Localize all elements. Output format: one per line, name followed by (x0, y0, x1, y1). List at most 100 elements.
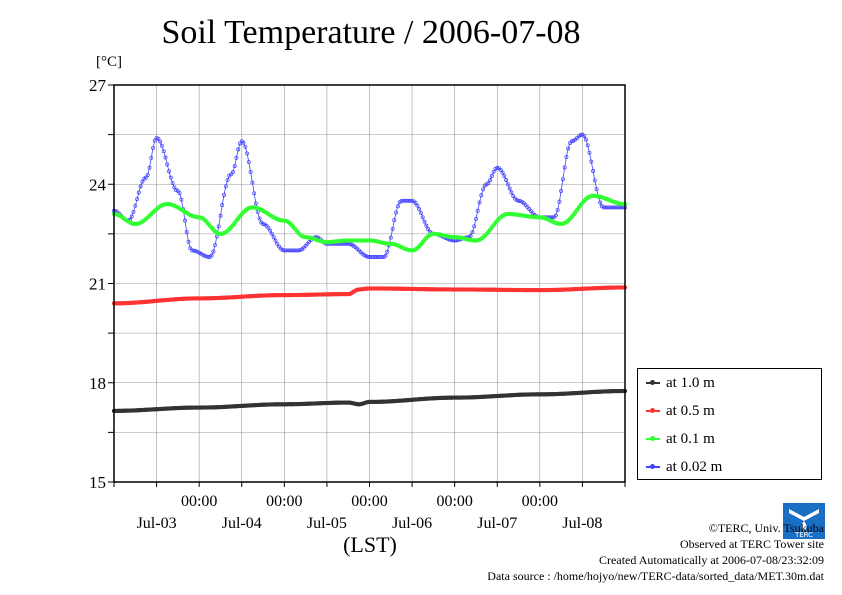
data-point (406, 198, 411, 203)
data-point (589, 159, 594, 164)
data-point (614, 205, 619, 210)
legend-label: at 0.02 m (666, 458, 723, 475)
data-point (275, 241, 280, 246)
legend-swatch (646, 434, 660, 444)
data-point (133, 203, 138, 208)
y-tick-label: 21 (89, 275, 106, 294)
grid (113, 84, 626, 483)
data-point (232, 164, 237, 169)
data-point (129, 214, 134, 219)
data-point (505, 182, 510, 187)
legend-swatch (646, 378, 660, 388)
data-point (273, 238, 278, 243)
data-point (183, 218, 187, 223)
data-point (555, 208, 560, 213)
data-point (234, 155, 239, 160)
chart-title: Soil Temperature / 2006-07-08 (161, 14, 581, 51)
data-point (138, 184, 143, 189)
legend-label: at 0.5 m (666, 402, 715, 419)
data-point (399, 198, 404, 203)
data-point (140, 179, 145, 184)
data-point (385, 249, 390, 254)
y-axis-unit: [°C] (96, 54, 122, 70)
data-point (502, 174, 507, 178)
x-day-label: Jul-03 (137, 515, 177, 532)
data-point (165, 162, 170, 167)
data-point (151, 145, 155, 150)
data-point (271, 235, 276, 240)
data-point (291, 248, 296, 253)
data-point (516, 198, 521, 203)
x-day-label: Jul-05 (307, 515, 347, 532)
data-point (472, 224, 477, 229)
data-point (135, 197, 140, 202)
created-note: Created Automatically at 2006-07-08/23:3… (599, 553, 824, 567)
data-point (372, 255, 377, 259)
data-point (186, 239, 191, 244)
data-point (261, 221, 265, 226)
data-point (250, 180, 255, 185)
data-point (511, 193, 516, 198)
data-point (587, 150, 592, 155)
data-point (371, 255, 375, 259)
data-point (218, 213, 223, 218)
data-point (143, 175, 148, 180)
series-at-0-5-m (111, 285, 628, 306)
x-time-label: 00:00 (436, 493, 472, 510)
data-point (413, 201, 418, 205)
data-point (216, 224, 221, 229)
data-point (248, 169, 253, 174)
data-point (383, 253, 388, 258)
data-point (289, 248, 294, 253)
y-tick-label: 24 (89, 175, 107, 194)
data-point (562, 165, 567, 170)
data-point (518, 199, 523, 204)
y-tick-label: 18 (89, 374, 106, 393)
data-point (488, 178, 493, 183)
data-point (365, 254, 370, 259)
site-note: Observed at TERC Tower site (679, 537, 824, 551)
series-layer (111, 132, 628, 414)
data-point (578, 133, 583, 138)
logo-text: TERC (794, 531, 813, 539)
data-point (296, 248, 301, 253)
data-point (172, 185, 177, 190)
legend-label: at 0.1 m (666, 430, 715, 447)
data-point (252, 191, 257, 196)
y-tick-label: 15 (89, 473, 106, 492)
data-point (408, 198, 413, 203)
data-point (592, 178, 597, 183)
data-point (468, 233, 473, 238)
data-point (269, 231, 274, 236)
data-point (495, 165, 500, 170)
x-time-label: 00:00 (522, 493, 558, 510)
data-point (149, 155, 154, 160)
data-point (147, 165, 152, 170)
y-tick-label: 27 (89, 76, 107, 95)
data-point (161, 149, 166, 154)
data-point (566, 146, 571, 151)
x-day-label: Jul-07 (477, 515, 517, 532)
data-point (394, 210, 399, 215)
data-point (477, 200, 482, 205)
data-point (243, 144, 248, 149)
data-point (585, 143, 590, 148)
x-day-label: Jul-06 (392, 515, 432, 532)
data-point (378, 255, 383, 259)
data-point (615, 205, 620, 210)
data-point (559, 189, 564, 193)
data-point (419, 211, 423, 216)
data-point (486, 181, 491, 186)
data-point (608, 205, 613, 210)
legend-label: at 1.0 m (666, 374, 715, 391)
data-point (211, 249, 216, 254)
data-point (591, 169, 596, 173)
data-point (163, 155, 168, 160)
data-point (179, 197, 184, 202)
x-axis-label: (LST) (343, 532, 397, 557)
series-at-0-1-m (111, 193, 628, 253)
data-point (167, 169, 171, 174)
data-point (206, 254, 210, 259)
